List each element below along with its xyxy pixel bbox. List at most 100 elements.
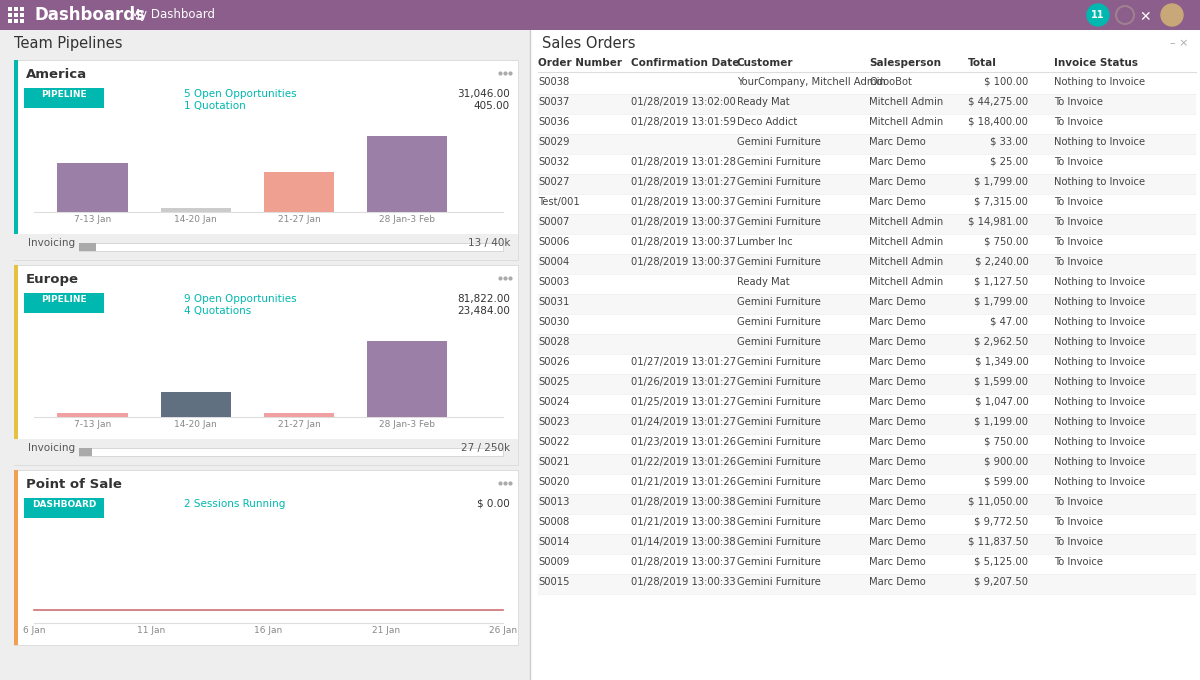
Text: S0028: S0028 [538,337,569,347]
Text: S0015: S0015 [538,577,570,587]
Text: Marc Demo: Marc Demo [869,357,925,367]
Text: Marc Demo: Marc Demo [869,337,925,347]
Text: $ 1,349.00: $ 1,349.00 [974,357,1028,367]
Bar [8,19,12,23]
Text: To Invoice: To Invoice [1055,237,1103,247]
Text: $ 5,125.00: $ 5,125.00 [974,557,1028,567]
Text: $ 1,047.00: $ 1,047.00 [974,397,1028,407]
Text: $ 2,962.50: $ 2,962.50 [974,337,1028,347]
Bar [14,13,18,17]
Text: 01/28/2019 13:00:37: 01/28/2019 13:00:37 [631,197,736,207]
Text: 01/24/2019 13:01:27: 01/24/2019 13:01:27 [631,417,736,427]
Text: 01/28/2019 13:01:27: 01/28/2019 13:01:27 [631,177,736,187]
Text: Europe: Europe [26,273,79,286]
Text: 01/28/2019 13:00:37: 01/28/2019 13:00:37 [631,237,736,247]
Text: OdooBot: OdooBot [869,77,912,87]
Text: To Invoice: To Invoice [1055,97,1103,107]
Text: S0038: S0038 [538,77,569,87]
Bar [161,209,230,212]
Bar [14,470,18,645]
Text: Gemini Furniture: Gemini Furniture [737,557,821,567]
Text: Mitchell Admin: Mitchell Admin [869,277,943,287]
Text: $ 750.00: $ 750.00 [984,437,1028,447]
Text: 26 Jan: 26 Jan [488,626,517,635]
Text: S0021: S0021 [538,457,570,467]
Text: To Invoice: To Invoice [1055,537,1103,547]
Text: 01/28/2019 13:00:33: 01/28/2019 13:00:33 [631,577,736,587]
Text: Customer: Customer [737,58,793,68]
Text: 01/28/2019 13:00:37: 01/28/2019 13:00:37 [631,217,736,227]
Text: Gemini Furniture: Gemini Furniture [737,377,821,387]
Text: $ 2,240.00: $ 2,240.00 [974,257,1028,267]
Text: Mitchell Admin: Mitchell Admin [869,97,943,107]
Bar [14,265,518,465]
Text: S0009: S0009 [538,557,569,567]
Text: 21 Jan: 21 Jan [372,626,400,635]
Text: Gemini Furniture: Gemini Furniture [737,217,821,227]
Text: S0030: S0030 [538,317,569,327]
Text: Gemini Furniture: Gemini Furniture [737,457,821,467]
Text: 01/28/2019 13:01:28: 01/28/2019 13:01:28 [631,157,736,167]
Text: $ 1,599.00: $ 1,599.00 [974,377,1028,387]
Text: 01/23/2019 13:01:26: 01/23/2019 13:01:26 [631,437,736,447]
Text: S0024: S0024 [538,397,569,407]
Text: S0007: S0007 [538,217,569,227]
Text: 1 Quotation: 1 Quotation [184,101,246,111]
Bar [14,19,18,23]
Text: Invoicing: Invoicing [28,443,76,453]
Bar [14,60,18,260]
Text: Mitchell Admin: Mitchell Admin [869,257,943,267]
Text: Invoice Status: Invoice Status [1055,58,1139,68]
Text: 6 Jan: 6 Jan [23,626,46,635]
Text: Nothing to Invoice: Nothing to Invoice [1055,357,1146,367]
Bar [530,30,1200,680]
Text: 01/28/2019 13:02:00: 01/28/2019 13:02:00 [631,97,736,107]
Text: Confirmation Date: Confirmation Date [631,58,739,68]
Text: 01/28/2019 13:00:37: 01/28/2019 13:00:37 [631,257,736,267]
Bar [538,114,1196,134]
Bar [538,574,1196,594]
Text: Test/001: Test/001 [538,197,580,207]
Text: To Invoice: To Invoice [1055,157,1103,167]
Text: Gemini Furniture: Gemini Furniture [737,257,821,267]
Text: $ 0.00: $ 0.00 [478,499,510,509]
Bar [58,163,128,212]
Text: $ 11,837.50: $ 11,837.50 [968,537,1028,547]
Text: S0031: S0031 [538,297,569,307]
Text: Gemini Furniture: Gemini Furniture [737,337,821,347]
Text: S0032: S0032 [538,157,569,167]
Text: $ 599.00: $ 599.00 [984,477,1028,487]
Text: $ 1,799.00: $ 1,799.00 [974,297,1028,307]
Text: 21-27 Jan: 21-27 Jan [277,215,320,224]
Bar [79,243,503,251]
Text: YourCompany, Mitchell Admin: YourCompany, Mitchell Admin [737,77,886,87]
Text: Marc Demo: Marc Demo [869,497,925,507]
Text: 28 Jan-3 Feb: 28 Jan-3 Feb [379,215,434,224]
Bar [20,7,24,11]
Text: Marc Demo: Marc Demo [869,317,925,327]
Text: 9 Open Opportunities: 9 Open Opportunities [184,294,296,304]
Text: Marc Demo: Marc Demo [869,297,925,307]
Text: Nothing to Invoice: Nothing to Invoice [1055,417,1146,427]
Text: 01/27/2019 13:01:27: 01/27/2019 13:01:27 [631,357,736,367]
Text: Nothing to Invoice: Nothing to Invoice [1055,297,1146,307]
Text: S0027: S0027 [538,177,570,187]
Text: 27 / 250k: 27 / 250k [461,443,510,453]
Text: Marc Demo: Marc Demo [869,177,925,187]
Bar [538,194,1196,214]
Bar [538,454,1196,474]
Text: 01/28/2019 13:01:59: 01/28/2019 13:01:59 [631,117,736,127]
Text: 11: 11 [1091,10,1105,20]
Text: To Invoice: To Invoice [1055,217,1103,227]
Text: 01/21/2019 13:00:38: 01/21/2019 13:00:38 [631,517,736,527]
Text: S0014: S0014 [538,537,569,547]
Bar [14,265,18,465]
Text: Marc Demo: Marc Demo [869,477,925,487]
Text: Gemini Furniture: Gemini Furniture [737,417,821,427]
Circle shape [1162,4,1183,26]
Text: Gemini Furniture: Gemini Furniture [737,437,821,447]
Text: $ 47.00: $ 47.00 [990,317,1028,327]
Text: S0003: S0003 [538,277,569,287]
Text: Point of Sale: Point of Sale [26,478,122,491]
Text: 4 Quotations: 4 Quotations [184,306,251,316]
